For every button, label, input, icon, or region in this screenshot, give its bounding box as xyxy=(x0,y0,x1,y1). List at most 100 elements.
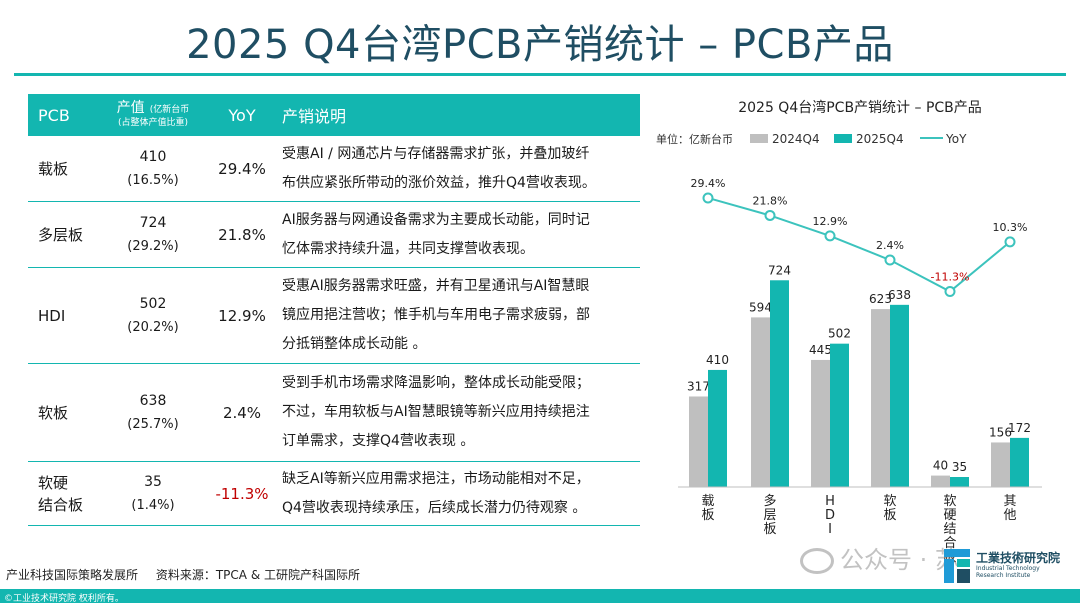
legend-label-2024q4: 2024Q4 xyxy=(772,132,820,146)
table-row: 多层板 724 (29.2%) 21.8% AI服务器与网通设备需求为主要成长动能，同时… xyxy=(28,202,640,268)
row-value-number: 724 xyxy=(139,214,167,231)
yoy-value-label: 21.8% xyxy=(753,194,788,207)
bar-value-label: 594 xyxy=(749,300,772,314)
category-label-char: 载 xyxy=(701,494,714,509)
bar-2024q4 xyxy=(991,442,1010,487)
yoy-value-label: 29.4% xyxy=(691,177,726,190)
header-value-label: 产值 xyxy=(116,100,145,116)
table-row: HDI 502 (20.2%) 12.9% 受惠AI服务器需求旺盛，并有卫星通讯与AI智… xyxy=(28,268,640,364)
yoy-value-label: 12.9% xyxy=(813,215,848,228)
row-description-line: AI服务器与网通设备需求为主要成长动能，同时记 xyxy=(282,211,590,228)
header-pcb: PCB xyxy=(38,105,70,125)
header-desc: 产销说明 xyxy=(282,107,347,126)
table-header: PCB 产值 (亿新台币 (占整体产值比重) YoY 产销说明 xyxy=(28,94,640,136)
bar-value-label: 35 xyxy=(952,460,967,474)
bar-2024q4 xyxy=(871,309,890,487)
row-pcb-name: 软板 xyxy=(28,402,98,424)
row-pcb-name-line: HDI xyxy=(38,306,66,325)
row-pcb-name-line: 结合板 xyxy=(38,495,84,514)
yoy-point xyxy=(702,192,714,204)
row-value-share: (25.7%) xyxy=(127,416,179,432)
header-value: 产值 (亿新台币 (占整体产值比重) xyxy=(98,100,208,130)
category-label-char: D xyxy=(825,508,835,523)
row-description-line: 受惠AI服务器需求旺盛，并有卫星通讯与AI智慧眼 xyxy=(282,278,590,294)
itri-logo-en-1: Industrial Technology xyxy=(976,565,1040,572)
bar-value-label: 724 xyxy=(768,263,791,277)
row-description-line: 订单需求，支撑Q4营收表现 。 xyxy=(282,433,475,449)
row-value: 35 (1.4%) xyxy=(98,470,208,518)
row-description-line: 不过，车用软板与AI智慧眼镜等新兴应用持续挹注 xyxy=(282,404,590,420)
itri-logo-name: 工業技術研究院 xyxy=(976,551,1061,565)
bar-value-label: 623 xyxy=(869,292,892,306)
itri-logo-en: Industrial Technology Research Institute xyxy=(976,565,1040,579)
row-value-share: (1.4%) xyxy=(131,497,175,513)
row-pcb-name: 多层板 xyxy=(28,224,98,246)
bar-value-label: 502 xyxy=(828,327,851,341)
watermark-text: 公众号 · 苏 xyxy=(840,546,959,574)
bar-value-label: 40 xyxy=(933,459,948,473)
row-value: 724 (29.2%) xyxy=(98,211,208,259)
yoy-value-label: -11.3% xyxy=(931,270,970,283)
footer-bar xyxy=(0,589,1080,603)
chart-unit-label: 单位：亿新台币 xyxy=(656,132,733,146)
row-pcb-name-line: 载板 xyxy=(38,159,69,178)
table-row: 软板 638 (25.7%) 2.4% 受到手机市场需求降温影响，整体成长动能受限； 不过… xyxy=(28,364,640,462)
row-value-number: 410 xyxy=(139,148,167,165)
table-row: 软硬 结合板 35 (1.4%) -11.3% 缺乏AI等新兴应用需求挹注，市场动能相对不… xyxy=(28,462,640,526)
category-label-char: 硬 xyxy=(943,508,956,523)
row-pcb-name-line: 多层板 xyxy=(38,225,84,244)
header-value-note: (占整体产值比重) xyxy=(117,118,189,128)
row-pcb-name: 软硬 结合板 xyxy=(28,472,98,516)
bar-2024q4 xyxy=(811,359,830,487)
yoy-point xyxy=(764,209,776,221)
row-description-line: Q4营收表现持续承压，后续成长潜力仍待观察 。 xyxy=(282,499,587,516)
yoy-point xyxy=(1004,236,1016,248)
category-label-char: 板 xyxy=(883,508,896,523)
row-yoy: 21.8% xyxy=(218,225,266,244)
row-description-line: 缺乏AI等新兴应用需求挹注，市场动能相对不足， xyxy=(282,470,590,487)
bar-2024q4 xyxy=(931,475,950,487)
row-value-share: (16.5%) xyxy=(127,172,179,188)
table-body: 载板 410 (16.5%) 29.4% 受惠AI / 网通芯片与存储器需求扩张，并叠加… xyxy=(28,136,640,526)
chart-title: 2025 Q4台湾PCB产销统计 – PCB产品 xyxy=(738,99,982,116)
row-description-line: 分抵销整体成长动能 。 xyxy=(282,336,427,352)
row-pcb-name: HDI xyxy=(28,305,98,327)
row-description-line: 镜应用挹注营收；惟手机与车用电子需求疲弱，部 xyxy=(282,307,590,323)
row-yoy: 12.9% xyxy=(218,306,266,325)
row-value-number: 502 xyxy=(139,295,167,312)
watermark: 公众号 · 苏 xyxy=(800,540,959,575)
source-org: 产业科技国际策略发展所 xyxy=(6,568,139,582)
bar-value-label: 638 xyxy=(888,288,911,302)
row-value: 410 (16.5%) xyxy=(98,145,208,193)
bar-2024q4 xyxy=(689,396,708,487)
category-label-char: 其 xyxy=(1003,494,1016,509)
pcb-table: PCB 产值 (亿新台币 (占整体产值比重) YoY 产销说明 载板 410 (16… xyxy=(28,94,640,526)
wechat-icon xyxy=(800,548,834,574)
page-title: 2025 Q4台湾PCB产销统计 – PCB产品 xyxy=(186,22,894,68)
row-pcb-name: 载板 xyxy=(28,158,98,180)
category-label-char: 板 xyxy=(763,522,776,537)
category-label-char: I xyxy=(828,522,832,537)
source-line: 产业科技国际策略发展所 资料来源：TPCA & 工研院产科国际所 xyxy=(6,566,360,583)
bar-value-label: 445 xyxy=(809,343,832,357)
row-description: 受惠AI / 网通芯片与存储器需求扩张，并叠加玻纤 布供应紧张所带动的涨价效益，推… xyxy=(276,140,640,198)
legend-label-yoy: YoY xyxy=(945,132,967,146)
row-pcb-name-line: 软硬 xyxy=(38,473,69,492)
category-label-char: 软 xyxy=(883,494,896,509)
row-value-number: 638 xyxy=(139,392,167,409)
row-description: AI服务器与网通设备需求为主要成长动能，同时记 忆体需求持续升温，共同支撑营收表现… xyxy=(276,206,640,264)
row-value-share: (29.2%) xyxy=(127,238,179,254)
row-pcb-name-line: 软板 xyxy=(38,403,69,422)
yoy-point xyxy=(824,230,836,242)
bar-2025q4 xyxy=(950,477,969,487)
bar-2025q4 xyxy=(890,304,909,487)
legend-swatch-2025q4 xyxy=(834,134,852,143)
title-divider xyxy=(14,73,1066,76)
category-label-char: 层 xyxy=(763,508,776,523)
row-description-line: 布供应紧张所带动的涨价效益，推升Q4营收表现。 xyxy=(282,174,596,191)
row-yoy: -11.3% xyxy=(215,484,269,503)
row-value-share: (20.2%) xyxy=(127,319,179,335)
row-yoy: 29.4% xyxy=(218,159,266,178)
bar-2025q4 xyxy=(708,369,727,487)
